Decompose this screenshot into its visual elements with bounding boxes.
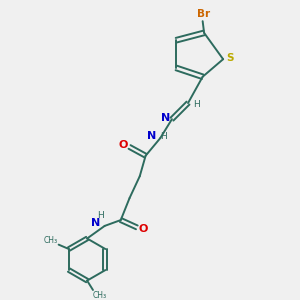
Text: H: H — [97, 211, 104, 220]
Text: O: O — [139, 224, 148, 234]
Text: Br: Br — [197, 9, 210, 19]
Text: O: O — [118, 140, 128, 150]
Text: S: S — [226, 53, 233, 63]
Text: N: N — [91, 218, 101, 228]
Text: H: H — [194, 100, 200, 109]
Text: CH₃: CH₃ — [92, 291, 106, 300]
Text: N: N — [161, 113, 170, 123]
Text: CH₃: CH₃ — [44, 236, 58, 245]
Text: N: N — [147, 131, 157, 141]
Text: H: H — [160, 132, 167, 141]
